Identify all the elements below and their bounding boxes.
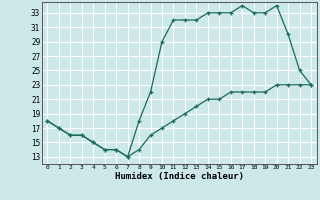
X-axis label: Humidex (Indice chaleur): Humidex (Indice chaleur) [115, 172, 244, 181]
